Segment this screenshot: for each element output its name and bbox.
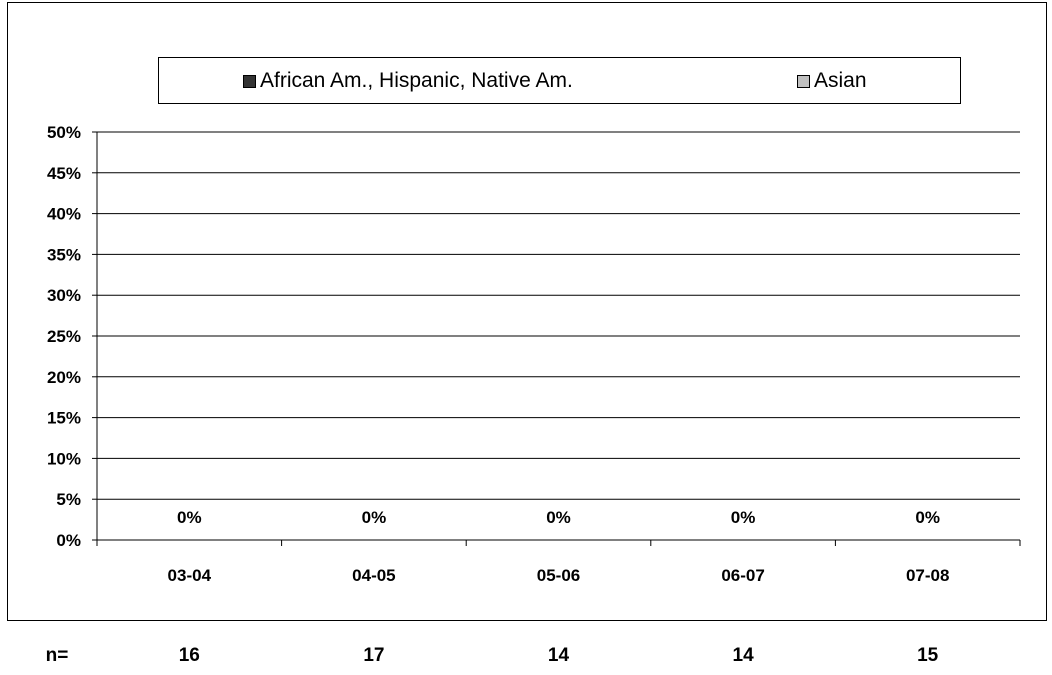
legend: African Am., Hispanic, Native Am. Asian <box>158 57 961 104</box>
legend-swatch-series-1 <box>243 74 256 88</box>
n-value: 14 <box>732 645 754 666</box>
legend-swatch-series-2 <box>797 74 810 88</box>
y-tick-label: 25% <box>47 327 81 346</box>
x-category-label: 07-08 <box>906 566 949 585</box>
legend-label-series-2: Asian <box>814 69 867 92</box>
plot-area: 0% 5% 10% 15% 20% 25% 30% 35% 40% 45% 50% 0% 03-04 0%… <box>47 123 1021 585</box>
y-tick-label: 5% <box>56 490 81 509</box>
n-value: 14 <box>547 645 570 666</box>
n-label: n= <box>45 645 69 666</box>
y-tick-label: 30% <box>47 286 81 305</box>
n-value: 15 <box>917 645 939 666</box>
n-value: 17 <box>363 645 385 666</box>
y-tick-label: 50% <box>47 123 81 142</box>
x-category-label: 03-04 <box>168 566 212 585</box>
chart-frame <box>7 2 1047 621</box>
y-tick-label: 10% <box>47 449 81 468</box>
x-category-label: 06-07 <box>721 566 764 585</box>
data-label: 0% <box>177 508 202 527</box>
sample-size-row: n= 16 17 14 14 15 <box>0 645 1052 675</box>
x-category-label: 05-06 <box>537 566 580 585</box>
data-label: 0% <box>915 508 940 527</box>
y-tick-label: 40% <box>47 205 81 224</box>
legend-entry-series-1: African Am., Hispanic, Native Am. <box>243 69 573 93</box>
data-label: 0% <box>362 508 387 527</box>
data-label: 0% <box>731 508 756 527</box>
data-label: 0% <box>546 508 571 527</box>
x-category-label: 04-05 <box>352 566 395 585</box>
legend-entry-series-2: Asian <box>797 69 867 93</box>
n-value: 16 <box>178 645 200 666</box>
y-tick-label: 0% <box>56 531 81 550</box>
y-tick-label: 35% <box>47 245 81 264</box>
y-tick-label: 45% <box>47 164 81 183</box>
y-tick-label: 15% <box>47 409 81 428</box>
y-tick-label: 20% <box>47 368 81 387</box>
legend-label-series-1: African Am., Hispanic, Native Am. <box>260 69 573 92</box>
